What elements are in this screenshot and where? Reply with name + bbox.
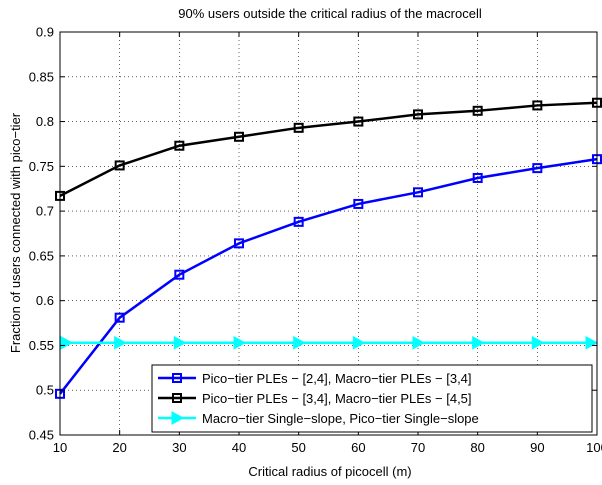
data-point: [114, 335, 127, 350]
legend-entry: Pico−tier PLEs − [3,4], Macro−tier PLEs …: [158, 391, 472, 406]
y-axis-label: Fraction of users connected with pico−ti…: [8, 112, 23, 353]
y-tick-label: 0.6: [36, 293, 54, 308]
x-tick-label: 40: [232, 440, 246, 455]
data-point: [531, 335, 545, 350]
data-point: [472, 172, 483, 183]
ticks: 10 20 30 40 50 60 70 80 90 100 0.45 0.5 0.55 0.6 0.65 0…: [29, 25, 602, 456]
data-point: [293, 335, 306, 350]
plot-frame: [59, 31, 598, 436]
data-point: [413, 109, 423, 120]
y-tick-label: 0.75: [29, 159, 54, 174]
x-tick-label: 20: [112, 440, 126, 455]
data-point: [174, 269, 185, 280]
data-point: [293, 122, 304, 133]
data-point: [114, 312, 125, 323]
x-tick-label: 60: [351, 440, 365, 455]
data-point: [233, 335, 247, 350]
x-tick-label: 30: [172, 440, 186, 455]
legend-marker: [172, 373, 182, 383]
data-point: [532, 100, 543, 111]
data-point: [234, 131, 244, 142]
data-point: [413, 187, 423, 198]
data-point: [472, 335, 485, 350]
data-point: [585, 335, 599, 350]
legend-marker: [172, 393, 182, 403]
x-tick-label: 100: [586, 440, 602, 455]
data-point: [174, 140, 185, 151]
y-tick-label: 0.9: [36, 25, 54, 40]
x-tick-label: 90: [530, 440, 544, 455]
legend: Pico−tier PLEs − [2,4], Macro−tier PLEs …: [151, 364, 593, 433]
data-point: [234, 238, 244, 249]
series-3: [60, 335, 599, 350]
x-tick-label: 70: [411, 440, 425, 455]
y-tick-label: 0.55: [29, 338, 54, 353]
data-point: [353, 116, 364, 127]
data-point: [173, 335, 187, 350]
data-point: [352, 335, 366, 350]
y-tick-label: 0.5: [36, 383, 54, 398]
legend-entry: Macro−tier Single−slope, Pico−tier Singl…: [158, 411, 479, 426]
y-tick-label: 0.7: [36, 204, 54, 219]
series-1: [55, 154, 602, 399]
data-point: [293, 216, 304, 227]
chart-title: 90% users outside the critical radius of…: [178, 6, 482, 21]
legend-entry: Pico−tier PLEs − [2,4], Macro−tier PLEs …: [158, 371, 472, 386]
y-tick-label: 0.45: [29, 428, 54, 443]
data-point: [353, 198, 364, 209]
legend-label: Macro−tier Single−slope, Pico−tier Singl…: [202, 411, 479, 426]
data-point: [472, 105, 483, 116]
legend-box: [151, 364, 593, 433]
data-point: [532, 163, 543, 174]
series-line: [59, 157, 598, 395]
data-point: [114, 160, 125, 171]
y-tick-label: 0.8: [36, 114, 54, 129]
legend-marker: [171, 411, 185, 425]
x-tick-label: 50: [291, 440, 305, 455]
y-tick-label: 0.65: [29, 248, 54, 263]
x-tick-label: 10: [53, 440, 67, 455]
data-point: [412, 335, 426, 350]
y-tick-label: 0.85: [29, 69, 54, 84]
legend-label: Pico−tier PLEs − [2,4], Macro−tier PLEs …: [202, 371, 472, 386]
series-line: [59, 101, 598, 198]
legend-label: Pico−tier PLEs − [3,4], Macro−tier PLEs …: [202, 391, 472, 406]
series-layer: [55, 97, 602, 399]
x-axis-label: Critical radius of picocell (m): [248, 464, 411, 479]
x-tick-label: 80: [470, 440, 484, 455]
